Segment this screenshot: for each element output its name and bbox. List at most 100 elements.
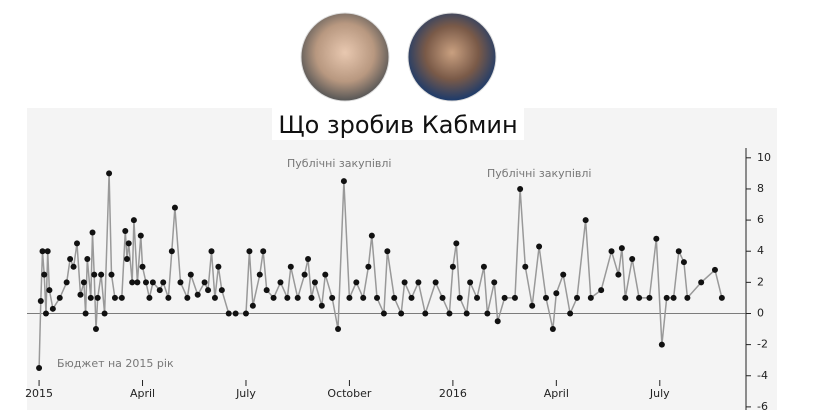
data-point xyxy=(270,294,277,301)
data-point xyxy=(211,294,218,301)
data-point xyxy=(398,310,405,317)
data-point xyxy=(365,263,372,270)
data-point xyxy=(70,263,77,270)
data-point xyxy=(118,294,125,301)
data-point xyxy=(134,279,141,286)
data-point xyxy=(629,256,636,262)
data-point xyxy=(494,318,501,325)
data-point xyxy=(574,294,581,301)
data-point xyxy=(263,287,270,294)
data-point xyxy=(318,302,325,309)
y-tick-label: 2 xyxy=(757,275,764,288)
data-point xyxy=(256,271,263,278)
data-point xyxy=(74,240,81,247)
data-point xyxy=(658,341,665,348)
data-point xyxy=(560,271,567,278)
data-point xyxy=(529,302,536,309)
data-point xyxy=(684,294,691,301)
x-tick-label: April xyxy=(130,387,155,400)
annotation: Публічні закупівлі xyxy=(487,167,591,180)
data-point xyxy=(37,298,44,305)
data-point xyxy=(484,310,491,317)
y-tick-label: 8 xyxy=(757,182,764,195)
data-point xyxy=(139,263,146,270)
data-point xyxy=(82,310,89,317)
data-point xyxy=(608,248,615,255)
data-point xyxy=(653,235,660,242)
y-tick-label: 10 xyxy=(757,151,771,164)
data-point xyxy=(94,294,101,301)
data-point xyxy=(446,310,453,317)
data-point xyxy=(142,279,149,286)
data-point xyxy=(474,294,481,301)
data-point xyxy=(177,279,184,286)
data-point xyxy=(108,271,115,278)
data-point xyxy=(401,279,408,286)
data-point xyxy=(415,279,422,286)
data-point xyxy=(92,326,99,333)
data-point xyxy=(80,279,87,286)
data-point xyxy=(225,310,232,317)
plot-background xyxy=(27,108,777,410)
data-point xyxy=(160,279,167,286)
data-point xyxy=(408,294,415,301)
data-point xyxy=(301,271,308,278)
x-tick-label: 2015 xyxy=(25,387,53,400)
data-point xyxy=(36,364,43,371)
data-point xyxy=(456,294,463,301)
data-point xyxy=(242,310,249,317)
data-point xyxy=(111,294,118,301)
data-point xyxy=(187,271,194,278)
data-point xyxy=(368,232,375,239)
data-point xyxy=(553,290,560,297)
data-point xyxy=(194,291,201,298)
data-point xyxy=(511,294,518,301)
data-point xyxy=(618,245,625,252)
data-point xyxy=(98,271,105,278)
data-point xyxy=(46,287,53,294)
data-point xyxy=(422,310,429,317)
data-point xyxy=(636,294,643,301)
data-point xyxy=(680,259,687,266)
data-point xyxy=(106,170,113,177)
data-point xyxy=(536,243,543,250)
data-point xyxy=(284,294,291,301)
data-point xyxy=(549,326,556,333)
data-point xyxy=(698,279,705,286)
x-tick-label: July xyxy=(235,387,256,400)
x-tick-label: July xyxy=(649,387,670,400)
data-point xyxy=(311,279,318,286)
data-point xyxy=(84,256,91,262)
data-point xyxy=(340,178,347,185)
data-point xyxy=(246,248,253,255)
data-point xyxy=(67,256,74,262)
data-point xyxy=(582,217,589,224)
data-point xyxy=(287,263,294,270)
data-point xyxy=(335,326,342,333)
data-point xyxy=(380,310,387,317)
data-point xyxy=(260,248,267,255)
data-point xyxy=(501,294,508,301)
data-point xyxy=(467,279,474,286)
data-point xyxy=(346,294,353,301)
data-point xyxy=(675,248,682,255)
data-point xyxy=(622,294,629,301)
data-point xyxy=(208,248,215,255)
title-box xyxy=(272,108,524,140)
portrait xyxy=(300,12,390,102)
data-point xyxy=(587,294,594,301)
x-tick-label: October xyxy=(327,387,371,400)
data-point xyxy=(168,248,175,255)
data-point xyxy=(308,294,315,301)
data-point xyxy=(56,294,63,301)
data-point xyxy=(522,263,529,270)
data-point xyxy=(439,294,446,301)
data-point xyxy=(129,279,136,286)
data-point xyxy=(329,294,336,301)
data-point xyxy=(137,232,144,239)
data-point xyxy=(718,294,725,301)
data-point xyxy=(663,294,670,301)
data-point xyxy=(146,294,153,301)
data-point xyxy=(130,217,137,224)
data-point xyxy=(232,310,239,317)
